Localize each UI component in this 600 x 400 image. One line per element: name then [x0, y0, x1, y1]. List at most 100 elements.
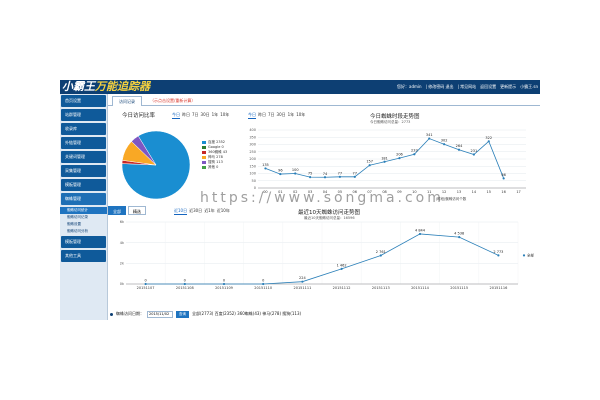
mid-range-1y[interactable]: 近1年 [204, 208, 215, 213]
sidebar-sub-spider-settings[interactable]: 蜘蛛设置 [67, 222, 81, 226]
line1-range-yesterday[interactable]: 昨日 [258, 112, 266, 117]
line2-point[interactable] [262, 282, 265, 286]
sidebar-item-tools[interactable]: 其他工具 [61, 250, 106, 262]
line2-value-label: 1 462 [337, 263, 347, 267]
line1-point[interactable] [368, 164, 371, 167]
line2-point[interactable] [418, 232, 422, 236]
sidebar-item-sites[interactable]: 站群管理 [61, 109, 106, 121]
line2-ytick: 4k [120, 241, 125, 245]
line1-point[interactable] [294, 172, 297, 175]
logo-accent: 万能追踪器 [95, 80, 150, 93]
header-link-settings[interactable]: 返回设置 [480, 84, 497, 89]
line2-point[interactable] [458, 236, 461, 239]
sidebar-sub-spider-log[interactable]: 蜘蛛访问记录 [67, 215, 88, 219]
line1-range-1y[interactable]: 1年 [287, 112, 295, 117]
line1-point[interactable] [413, 153, 416, 156]
pie-range-1y[interactable]: 1年 [211, 112, 219, 117]
filter-date-input[interactable] [147, 310, 173, 318]
line1-point[interactable] [472, 153, 475, 156]
line2-ytick: 2k [120, 262, 125, 266]
mid-tabs: 全部 精选 [108, 206, 146, 216]
mid-range-10y[interactable]: 近10年 [216, 208, 230, 213]
line1-point[interactable] [502, 177, 505, 180]
line1-point[interactable] [323, 176, 327, 179]
sidebar-item-templates-2[interactable]: 模板管理 [61, 236, 106, 248]
line1-range-7d[interactable]: 7日 [268, 112, 275, 117]
line2-point[interactable] [340, 267, 343, 270]
pie-range-10y[interactable]: 10年 [220, 112, 230, 117]
mid-range-tabs: 近10日 近30日 近1年 近10年 [174, 208, 230, 215]
sidebar-item-keywords[interactable]: 关键词管理 [61, 151, 106, 163]
sidebar-item-collect[interactable]: 采集管理 [61, 165, 106, 177]
sidebar-item-links[interactable]: 外链管理 [61, 137, 106, 149]
filter-bar: 蜘蛛访问日期： 查询 全部(2773) 百度(2352) 360蜘蛛(43) 神… [108, 309, 540, 319]
legend-label: 神马 278 [208, 155, 223, 159]
sidebar-item-templates[interactable]: 模板管理 [61, 179, 106, 191]
line2-point[interactable] [222, 282, 226, 286]
line1-point[interactable] [309, 176, 312, 179]
line1-point[interactable] [383, 160, 386, 163]
line2-xtick: 20151110 [254, 286, 272, 290]
line1-value-label: 77 [338, 171, 342, 175]
line1-ytick: 50 [252, 179, 256, 183]
header-user: 您好：admin [397, 84, 422, 89]
line1-point[interactable] [428, 137, 431, 140]
line1-point[interactable] [279, 172, 282, 176]
line1-xtick: 05 [338, 190, 342, 194]
sidebar-item-index[interactable]: 收录库 [61, 123, 106, 135]
line1-ytick: 400 [249, 128, 256, 132]
line1-value-label: 100 [292, 168, 299, 172]
tab-visit-log[interactable]: 访问记录 [112, 96, 142, 106]
pie-range-today[interactable]: 今日 [172, 112, 180, 119]
header-link-updates[interactable]: 更新提示 [500, 84, 517, 89]
pie-title: 今日访问比率 [122, 113, 156, 119]
sidebar-item-home[interactable]: 首页设置 [61, 95, 106, 107]
sidebar-item-spider[interactable]: 蜘蛛管理 [61, 193, 106, 205]
sidebar-sub-spider-analysis[interactable]: 蜘蛛访问分析 [67, 229, 88, 233]
line1-value-label: 231 [471, 149, 478, 153]
pie-range-yesterday[interactable]: 昨日 [182, 112, 190, 117]
line1-range-30d[interactable]: 30日 [276, 112, 286, 117]
line1-point[interactable] [398, 157, 401, 160]
header-link-password[interactable]: | 修改密码 退出 [425, 84, 454, 89]
header-link-brand[interactable]: 小霸王.sn [520, 84, 538, 89]
pie-range-7d[interactable]: 7日 [192, 112, 199, 117]
line1-point[interactable] [487, 140, 490, 143]
pie-range-tabs: 今日 昨日 7日 30日 1年 10年 [172, 112, 229, 119]
line1-xtick: 04 [323, 190, 328, 194]
line2-point[interactable] [144, 282, 147, 286]
line1-xtick: 16 [501, 190, 505, 194]
pie-range-30d[interactable]: 30日 [200, 112, 210, 117]
tab-hint[interactable]: （示点击设置/重新计算） [150, 98, 196, 103]
content-tabs: 访问记录 （示点击设置/重新计算） [108, 96, 540, 106]
line1-value-label: 157 [366, 160, 373, 164]
line1-range-today[interactable]: 今日 [248, 112, 256, 119]
mid-range-30d[interactable]: 近30日 [189, 208, 203, 213]
mid-range-10d[interactable]: 近10日 [174, 208, 188, 215]
line1-point[interactable] [457, 148, 461, 151]
line2-xtick: 20151108 [176, 286, 194, 290]
line1-point[interactable] [264, 167, 267, 170]
legend-label: 其他 0 [208, 165, 219, 169]
line1-value-label: 66 [501, 173, 505, 177]
line1-point[interactable] [338, 175, 341, 178]
mid-btn-selected[interactable]: 精选 [128, 206, 146, 215]
header-link-sites[interactable]: | 常见网站 [457, 84, 477, 89]
line1-point[interactable] [443, 143, 446, 146]
line1-xtick: 01 [278, 190, 282, 194]
line2-value-label: 0 [223, 279, 225, 283]
line1-value-label: 322 [485, 136, 492, 140]
query-button[interactable]: 查询 [176, 310, 189, 318]
pie-legend-item: 搜狗 113 [202, 160, 227, 165]
line2-point[interactable] [183, 282, 186, 286]
line2-point[interactable] [379, 254, 382, 257]
line1-point[interactable] [353, 175, 356, 178]
line2-point[interactable] [301, 280, 304, 283]
line1-range-10y[interactable]: 10年 [296, 112, 306, 117]
line2-xtick: 20151112 [333, 286, 351, 290]
line2-point[interactable] [497, 254, 500, 257]
sidebar-sub-spider-stats[interactable]: 蜘蛛访问统计 [60, 207, 107, 214]
line2-series [145, 233, 499, 285]
pie-slice-4[interactable] [131, 135, 157, 166]
mid-btn-all[interactable]: 全部 [108, 206, 126, 215]
